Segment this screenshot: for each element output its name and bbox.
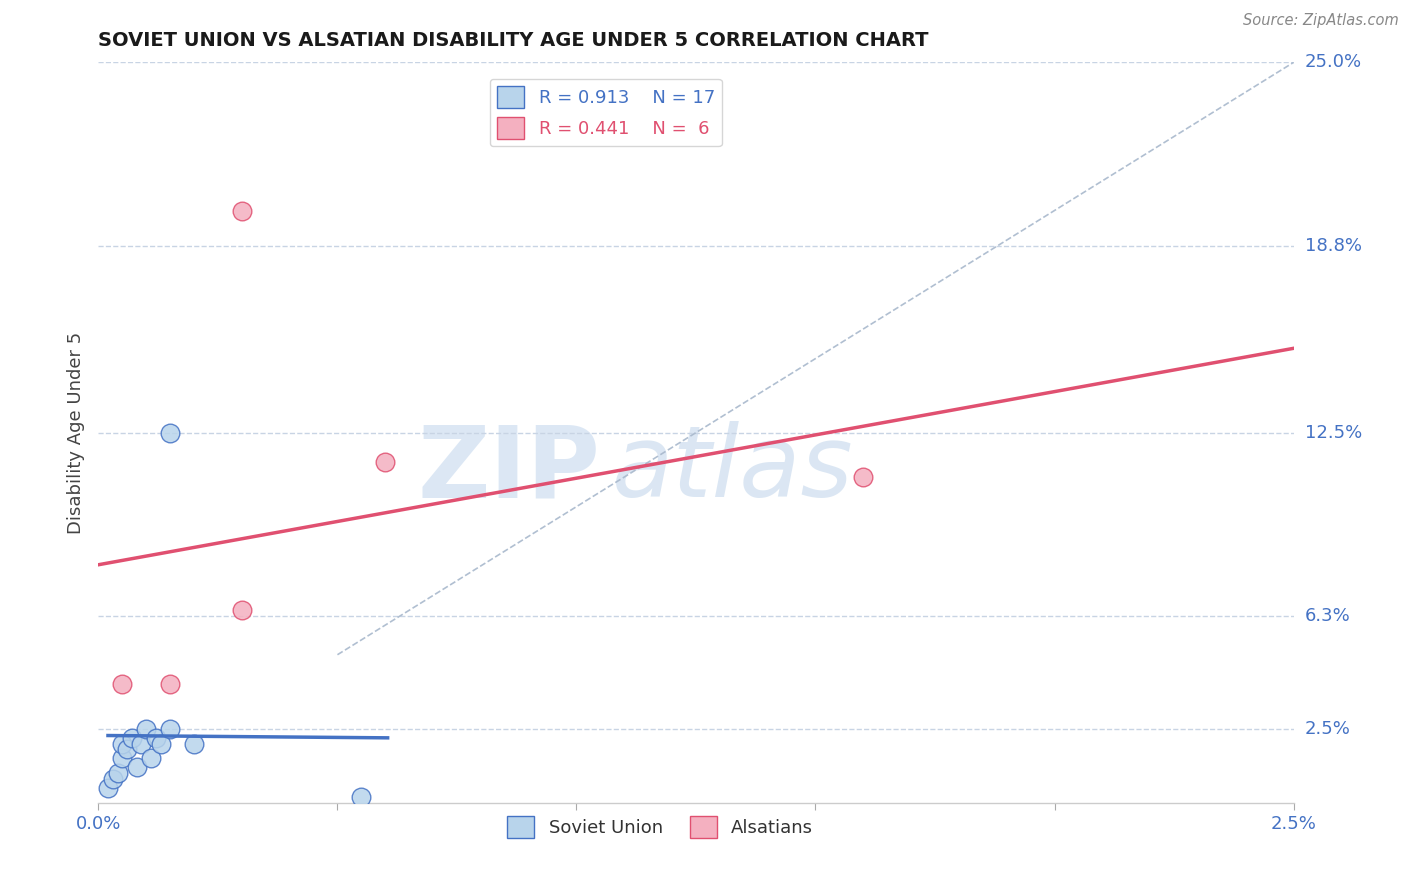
Point [125, 760, 148, 774]
Point [231, 203, 253, 218]
Point [101, 772, 124, 786]
Point [131, 737, 153, 751]
Text: atlas: atlas [613, 421, 853, 518]
Point [111, 751, 134, 765]
Text: 6.3%: 6.3% [1305, 607, 1350, 625]
Point [350, 789, 373, 804]
Text: 18.8%: 18.8% [1305, 237, 1361, 255]
Y-axis label: Disability Age Under 5: Disability Age Under 5 [66, 332, 84, 533]
Point [159, 425, 181, 440]
Point [149, 737, 172, 751]
Legend: Soviet Union, Alsatians: Soviet Union, Alsatians [499, 809, 821, 846]
Text: SOVIET UNION VS ALSATIAN DISABILITY AGE UNDER 5 CORRELATION CHART: SOVIET UNION VS ALSATIAN DISABILITY AGE … [98, 30, 929, 50]
Point [97, 780, 120, 795]
Point [852, 470, 875, 484]
Text: 12.5%: 12.5% [1305, 424, 1362, 442]
Text: 2.5%: 2.5% [1305, 720, 1351, 738]
Point [374, 455, 396, 469]
Point [115, 742, 138, 756]
Text: 25.0%: 25.0% [1305, 54, 1362, 71]
Point [111, 677, 134, 691]
Point [107, 766, 129, 780]
Point [145, 731, 167, 745]
Point [111, 737, 134, 751]
Point [159, 722, 181, 736]
Point [139, 751, 162, 765]
Point [183, 737, 205, 751]
Text: ZIP: ZIP [418, 421, 600, 518]
Point [135, 722, 157, 736]
Point [121, 731, 143, 745]
Point [159, 677, 181, 691]
Text: Source: ZipAtlas.com: Source: ZipAtlas.com [1243, 13, 1399, 29]
Point [231, 603, 253, 617]
